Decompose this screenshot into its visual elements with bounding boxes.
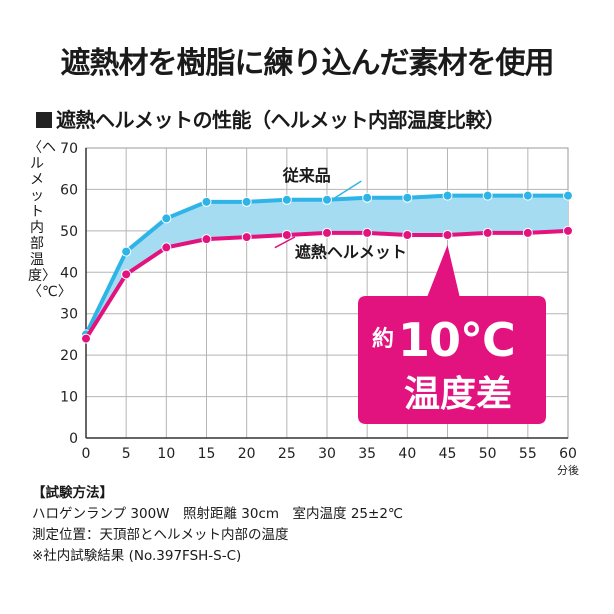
data-point — [121, 246, 132, 257]
data-point — [362, 227, 373, 238]
subheading-text: 遮熱ヘルメットの性能（ヘルメット内部温度比較） — [56, 108, 505, 132]
notes-heading: 【試験方法】 — [32, 485, 113, 501]
data-point — [161, 213, 172, 224]
headline: 遮熱材を樹脂に練り込んだ素材を使用 — [60, 46, 555, 81]
data-point — [563, 225, 573, 236]
test-notes: 【試験方法】 ハロゲンランプ 300W 照射距離 30cm 室内温度 25±2℃… — [32, 483, 403, 567]
callout-value: 10°C — [398, 313, 515, 367]
data-point — [482, 190, 493, 201]
x-tick-label: 5 — [122, 446, 131, 462]
data-point — [362, 192, 373, 203]
y-tick-label: 70 — [60, 141, 78, 157]
x-tick-label: 30 — [318, 446, 336, 462]
x-axis-unit-label: 分後 — [557, 463, 579, 477]
y-tick-label: 60 — [60, 182, 78, 198]
data-point — [161, 242, 172, 253]
data-point — [522, 227, 533, 238]
series-label-leader — [274, 236, 296, 249]
square-bullet-icon — [36, 112, 52, 128]
chart-subheading: 遮熱ヘルメットの性能（ヘルメット内部温度比較） — [36, 104, 505, 133]
temperature-difference-callout — [358, 245, 546, 424]
x-tick-label: 0 — [82, 446, 91, 462]
x-tick-label: 20 — [238, 446, 256, 462]
x-tick-label: 15 — [198, 446, 216, 462]
x-tick-label: 25 — [278, 446, 296, 462]
data-point — [402, 192, 413, 203]
data-point — [522, 190, 533, 201]
x-tick-label: 35 — [358, 446, 376, 462]
notes-line: ハロゲンランプ 300W 照射距離 30cm 室内温度 25±2℃ — [32, 506, 404, 522]
y-tick-label: 10 — [60, 390, 78, 406]
x-tick-label: 55 — [519, 446, 537, 462]
y-tick-label: 0 — [69, 431, 78, 447]
data-point — [241, 196, 252, 207]
data-point — [121, 269, 132, 280]
series-label-leader — [334, 180, 362, 199]
y-tick-label: 40 — [60, 265, 78, 281]
data-point — [201, 196, 212, 207]
data-point — [402, 230, 413, 240]
data-point — [442, 230, 453, 240]
x-tick-label: 50 — [479, 446, 497, 462]
data-point — [482, 227, 493, 238]
data-point — [81, 333, 91, 344]
x-tick-label: 60 — [559, 446, 577, 462]
y-tick-label: 30 — [60, 307, 78, 323]
callout-label: 温度差 — [404, 374, 512, 415]
data-point — [241, 232, 252, 243]
series-label: 従来品 — [282, 166, 331, 185]
data-point — [322, 227, 332, 238]
notes-line: 測定位置：天頂部とヘルメット内部の温度 — [32, 527, 289, 543]
series-label: 遮熱ヘルメット — [295, 243, 407, 262]
data-point — [201, 234, 212, 245]
data-point — [322, 194, 332, 205]
x-tick-label: 40 — [398, 446, 416, 462]
x-tick-label: 45 — [439, 446, 457, 462]
data-point — [281, 230, 292, 240]
x-tick-label: 10 — [157, 446, 175, 462]
data-point — [563, 190, 573, 201]
notes-line: ※社内試験結果 (No.397FSH-S-C) — [32, 548, 242, 564]
y-tick-label: 50 — [60, 224, 78, 240]
data-point — [281, 194, 292, 205]
data-point — [442, 190, 453, 201]
callout-prefix: 約 — [372, 326, 394, 352]
y-tick-label: 20 — [60, 348, 78, 364]
